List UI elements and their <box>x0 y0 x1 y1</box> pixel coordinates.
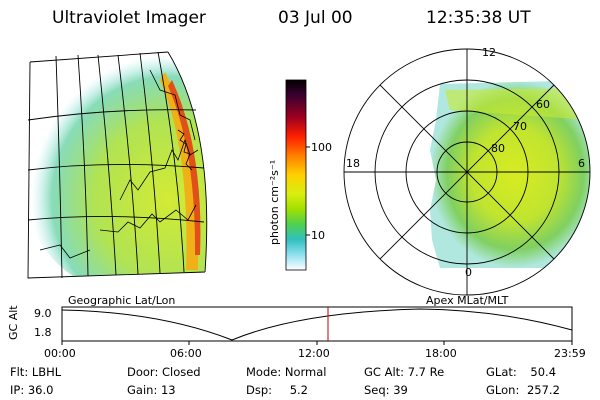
status-gain-label: Gain: <box>127 383 158 397</box>
geo-grid <box>27 51 208 279</box>
mlat-label-80: 80 <box>491 142 505 155</box>
altitude-xtick-0600: 06:00 <box>170 347 202 360</box>
altitude-xtick-2359: 23:59 <box>554 347 586 360</box>
status-glon: GLon: 257.2 <box>486 383 560 397</box>
status-flt-value: LBHL <box>31 365 62 379</box>
status-mode-value: Normal <box>284 365 327 379</box>
instrument-title: Ultraviolet Imager <box>52 8 206 28</box>
geo-coastline <box>39 69 199 259</box>
polar-grid <box>343 48 591 296</box>
status-flt-label: Flt: <box>10 365 29 379</box>
status-door: Door: Closed <box>127 365 201 379</box>
status-dsp: Dsp: 5.2 <box>246 383 308 397</box>
status-ip-value: 36.0 <box>27 383 54 397</box>
status-seq-label: Seq: <box>364 383 390 397</box>
status-door-label: Door: <box>127 365 159 379</box>
status-mode-label: Mode: <box>246 365 282 379</box>
polar-emission <box>430 80 590 268</box>
status-glon-label: GLon: <box>486 383 520 397</box>
time-label: 12:35:38 UT <box>426 8 531 28</box>
status-gcalt: GC Alt: 7.7 Re <box>364 365 444 379</box>
mlt-label-18: 18 <box>346 157 360 170</box>
status-glat: GLat: 50.4 <box>486 365 556 379</box>
status-glat-label: GLat: <box>486 365 517 379</box>
status-gain: Gain: 13 <box>127 383 176 397</box>
status-gain-value: 13 <box>160 383 176 397</box>
altitude-xtick-0000: 00:00 <box>44 347 76 360</box>
mlt-label-6: 6 <box>578 157 585 170</box>
polar-panel-label: Apex MLat/MLT <box>426 294 509 307</box>
mlt-label-12: 12 <box>482 46 496 59</box>
status-gcalt-label: GC Alt: <box>364 365 405 379</box>
mlt-label-0: 0 <box>465 266 472 279</box>
status-glat-value: 50.4 <box>530 365 557 379</box>
colorbar <box>285 79 310 271</box>
mlat-label-60: 60 <box>536 98 550 111</box>
status-seq-value: 39 <box>393 383 408 397</box>
status-door-value: Closed <box>161 365 201 379</box>
status-mode: Mode: Normal <box>246 365 326 379</box>
date-label: 03 Jul 00 <box>278 8 353 28</box>
altitude-xtick-1800: 18:00 <box>425 347 457 360</box>
altitude-xtick-1200: 12:00 <box>298 347 330 360</box>
status-dsp-label: Dsp: <box>246 383 273 397</box>
status-seq: Seq: 39 <box>364 383 408 397</box>
altitude-ytick-min: 1.8 <box>34 326 52 339</box>
altitude-ylabel: GC Alt <box>7 305 20 340</box>
status-gcalt-value: 7.7 Re <box>407 365 445 379</box>
status-ip-label: IP: <box>10 383 25 397</box>
status-glon-value: 257.2 <box>526 383 560 397</box>
colorbar-tick-100: 100 <box>311 141 332 154</box>
status-dsp-value: 5.2 <box>289 383 308 397</box>
status-flt: Flt: LBHL <box>10 365 61 379</box>
mlat-label-70: 70 <box>513 120 527 133</box>
geo-panel-label: Geographic Lat/Lon <box>68 294 176 307</box>
altitude-ytick-max: 9.0 <box>34 307 52 320</box>
colorbar-tick-10: 10 <box>311 229 325 242</box>
status-ip: IP: 36.0 <box>10 383 53 397</box>
